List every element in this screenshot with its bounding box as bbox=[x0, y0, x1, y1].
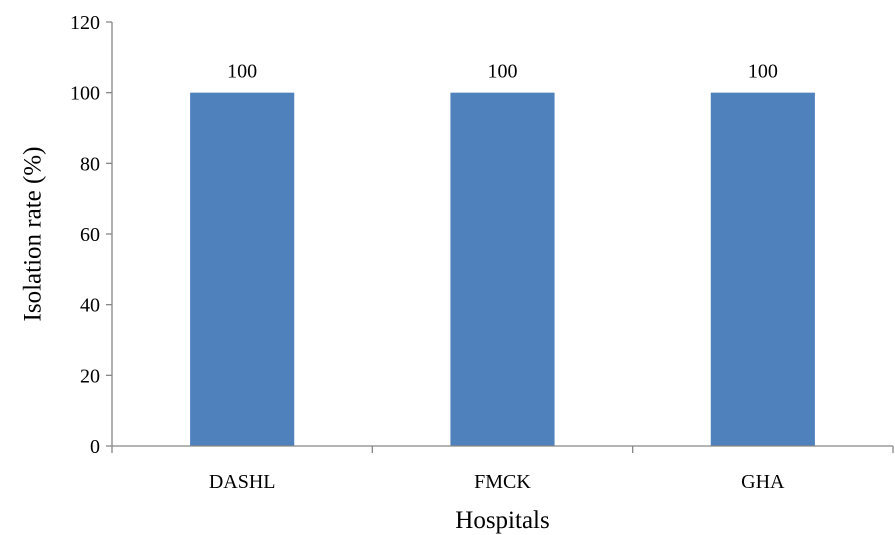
data-label-fmck: 100 bbox=[488, 61, 518, 83]
x-axis-ticks: DASHL FMCK GHA bbox=[111, 446, 894, 493]
x-tick-label-gha: GHA bbox=[741, 471, 785, 493]
y-axis-ticks: 0 20 40 60 80 100 120 bbox=[70, 12, 112, 458]
bar-dashl bbox=[190, 92, 295, 447]
data-label-dashl: 100 bbox=[227, 61, 257, 83]
x-tick-label-fmck: FMCK bbox=[474, 471, 531, 493]
y-tick-label: 120 bbox=[70, 12, 100, 34]
y-tick-label: 100 bbox=[70, 83, 100, 105]
bar-fmck bbox=[450, 92, 555, 447]
y-tick-label: 80 bbox=[80, 153, 100, 175]
y-tick-label: 60 bbox=[80, 224, 100, 246]
data-labels-group: 100 100 100 bbox=[227, 61, 778, 83]
x-tick-label-dashl: DASHL bbox=[209, 471, 276, 493]
bar-gha bbox=[710, 92, 815, 447]
y-tick-label: 20 bbox=[80, 365, 100, 387]
data-label-gha: 100 bbox=[748, 61, 778, 83]
y-tick-label: 0 bbox=[90, 436, 100, 458]
y-axis-title: Isolation rate (%) bbox=[20, 147, 47, 322]
x-axis-title: Hospitals bbox=[455, 507, 549, 534]
y-tick-label: 40 bbox=[80, 295, 100, 317]
bars-group bbox=[190, 92, 815, 447]
